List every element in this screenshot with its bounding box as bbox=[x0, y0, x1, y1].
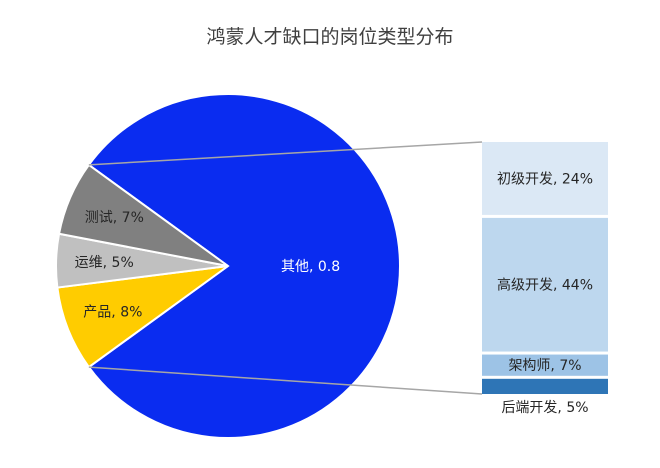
pie-label-3: 测试, 7% bbox=[85, 210, 144, 226]
chart-title: 鸿蒙人才缺口的岗位类型分布 bbox=[206, 26, 454, 48]
connector-line-top bbox=[88, 141, 483, 166]
bar-segment-0 bbox=[482, 142, 608, 215]
connector-line-bottom bbox=[88, 366, 483, 395]
bar-segment-1 bbox=[482, 217, 608, 352]
bar-label-2: 架构师, 7% bbox=[508, 358, 581, 374]
pie-slice-0 bbox=[87, 93, 401, 439]
bar-segment-2 bbox=[482, 354, 608, 376]
pie-label-2: 运维, 5% bbox=[75, 255, 134, 271]
bar-segment-3 bbox=[482, 378, 608, 394]
pie-label-0: 其他, 0.8 bbox=[281, 259, 340, 275]
pie-label-1: 产品, 8% bbox=[83, 305, 142, 321]
bar-label-3: 后端开发, 5% bbox=[501, 400, 588, 416]
bar-label-0: 初级开发, 24% bbox=[497, 170, 593, 187]
bar-label-1: 高级开发, 44% bbox=[497, 277, 593, 294]
pie-slice-3 bbox=[57, 163, 229, 267]
